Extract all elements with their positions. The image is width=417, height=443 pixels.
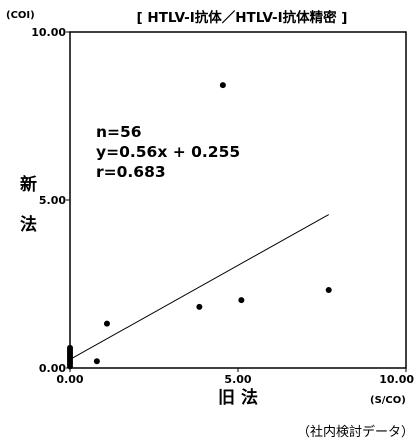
x-tick-label: 10.00 [379,373,414,386]
x-unit-label: (S/CO) [370,395,406,406]
y-unit-label: (COI) [6,10,35,21]
data-point [93,358,100,365]
y-axis-ticks: 0.00 5.00 10.00 [31,26,70,375]
data-point [219,82,226,89]
y-tick-label: 10.00 [31,26,66,39]
y-axis-label-line-2: 法 [20,214,37,235]
x-tick-label: 0.00 [56,373,83,386]
y-axis-label: 新 法 [20,174,37,235]
data-point [325,287,332,294]
y-tick-label: 5.00 [39,194,66,207]
data-point [238,297,245,304]
y-axis-label-line-1: 新 [20,174,37,195]
data-points [67,82,332,370]
annotation-equation: y=0.56x + 0.255 [96,143,240,161]
plot-frame [69,31,407,369]
regression-line [69,214,329,360]
x-axis-ticks: 0.00 5.00 10.00 [56,368,414,386]
data-point [196,303,203,310]
data-point [103,320,110,327]
x-tick-label: 5.00 [224,373,251,386]
y-tick-label: 0.00 [39,362,66,375]
annotation-n: n=56 [96,123,142,141]
data-point [67,344,73,351]
annotation-r: r=0.683 [96,163,166,181]
x-axis-label: 旧 法 [218,387,258,408]
chart-title: [ HTLV-I抗体／HTLV-I抗体精密 ] [137,9,348,26]
annotation-block: n=56 y=0.56x + 0.255 r=0.683 [96,123,240,181]
footnote: （社内検討データ） [297,424,414,440]
